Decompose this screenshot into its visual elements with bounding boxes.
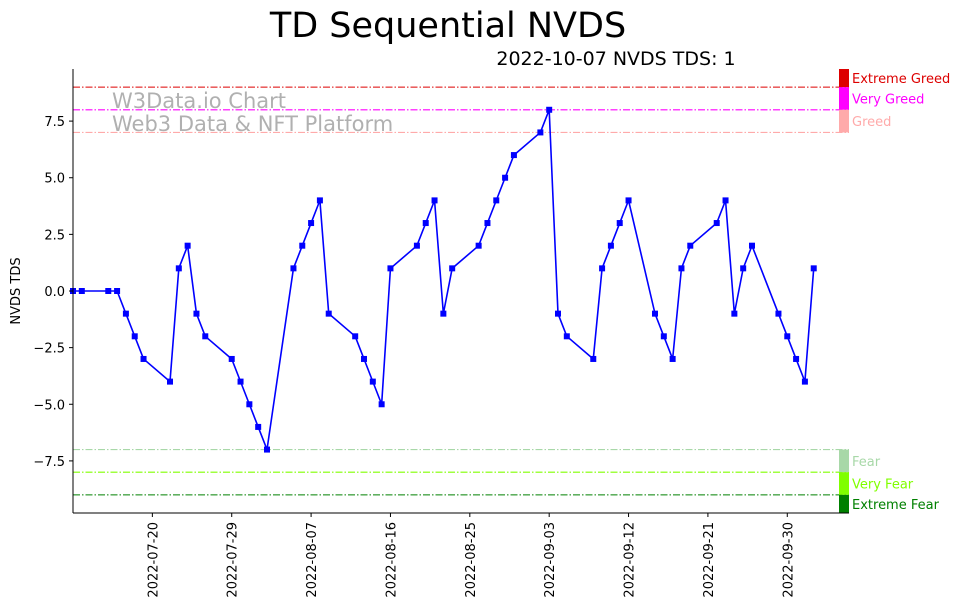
data-point [740,265,747,272]
data-point [749,242,755,249]
x-tick-label: 2022-09-03 [543,522,558,598]
data-point [105,288,112,294]
greed-band [839,109,849,133]
data-point [431,197,438,204]
very-greed-label: Very Greed [852,92,924,107]
data-point [131,333,138,340]
data-point [140,355,147,362]
data-point [308,220,315,227]
axes: −7.5 −5.0 −2.5 0.0 2.5 5.0 7.5 2022-07-20 2022-0… [33,69,849,598]
data-point [775,310,782,317]
data-point [475,242,482,249]
zone-lines [73,86,849,496]
series-line [73,109,815,453]
x-tick-label: 2022-09-21 [702,522,717,598]
data-point [510,152,517,159]
data-point [122,310,129,317]
x-tick-label: 2022-09-12 [623,522,638,598]
y-tick-label: 2.5 [44,228,65,243]
data-point [590,355,597,362]
data-point [246,401,253,408]
data-point [352,333,359,340]
data-point [669,355,676,362]
extreme-fear-label: Extreme Fear [852,498,940,513]
data-point [810,265,817,272]
data-point [325,310,332,317]
data-point [167,378,173,385]
extreme-greed-label: Extreme Greed [852,72,950,87]
data-point [555,310,561,317]
series-group [70,106,817,453]
data-point [228,355,235,362]
extreme-fear-band [839,494,849,513]
x-tick-label: 2022-08-25 [464,522,479,598]
data-point [202,333,209,340]
data-point [264,446,270,453]
y-tick-label: −5.0 [33,398,65,413]
zone-bands: Extreme Greed Very Greed Greed Fear Very Fea… [839,69,950,513]
watermark-line-1: W3Data.io Chart [112,89,286,113]
data-point [378,401,385,408]
x-tick-label: 2022-08-16 [384,522,399,598]
x-tick-label: 2022-09-30 [781,522,796,598]
data-point [237,378,244,385]
chart-subtitle: 2022-10-07 NVDS TDS: 1 [496,48,735,70]
chart-title: TD Sequential NVDS [269,6,627,46]
data-point [193,310,200,317]
data-point [316,197,323,204]
watermark: W3Data.io Chart Web3 Data & NFT Platform [112,89,393,136]
data-point [537,129,544,136]
data-point [502,174,509,181]
data-point [546,106,553,113]
data-point [369,378,376,385]
data-point [449,265,456,272]
very-fear-label: Very Fear [852,478,914,493]
data-point [175,265,182,272]
data-point [722,197,729,204]
y-tick-label: −2.5 [33,342,65,357]
very-fear-band [839,472,849,495]
greed-label: Greed [852,115,891,130]
data-point [299,242,306,249]
data-point [652,310,658,317]
y-tick-label: 0.0 [44,285,65,300]
data-point [784,333,791,340]
data-point [78,288,85,294]
x-tick-label: 2022-07-29 [226,522,241,598]
x-tick-label: 2022-07-20 [146,522,161,598]
y-axis-label: NVDS TDS [9,257,24,324]
data-point [625,197,632,204]
data-point [493,197,500,204]
data-point [387,265,394,272]
fear-band [839,449,849,473]
data-point [184,242,191,249]
data-point [801,378,808,385]
data-point [599,265,606,272]
y-tick-label: 5.0 [44,172,65,187]
data-point [114,288,121,294]
data-point [413,242,420,249]
data-point [422,220,429,227]
data-point [361,355,367,362]
data-point [793,355,800,362]
data-point [678,265,685,272]
data-point [607,242,614,249]
data-point [290,265,297,272]
y-tick-label: 7.5 [44,115,65,130]
very-greed-band [839,87,849,110]
data-point [731,310,738,317]
data-point [616,220,623,227]
data-point [563,333,570,340]
extreme-greed-band [839,69,849,88]
data-point [440,310,447,317]
data-point [660,333,667,340]
data-point [687,242,694,249]
fear-label: Fear [852,455,881,470]
x-tick-label: 2022-08-07 [305,522,320,598]
data-point [255,423,262,430]
data-point [484,220,491,227]
data-point [713,220,720,227]
y-tick-label: −7.5 [33,455,65,470]
